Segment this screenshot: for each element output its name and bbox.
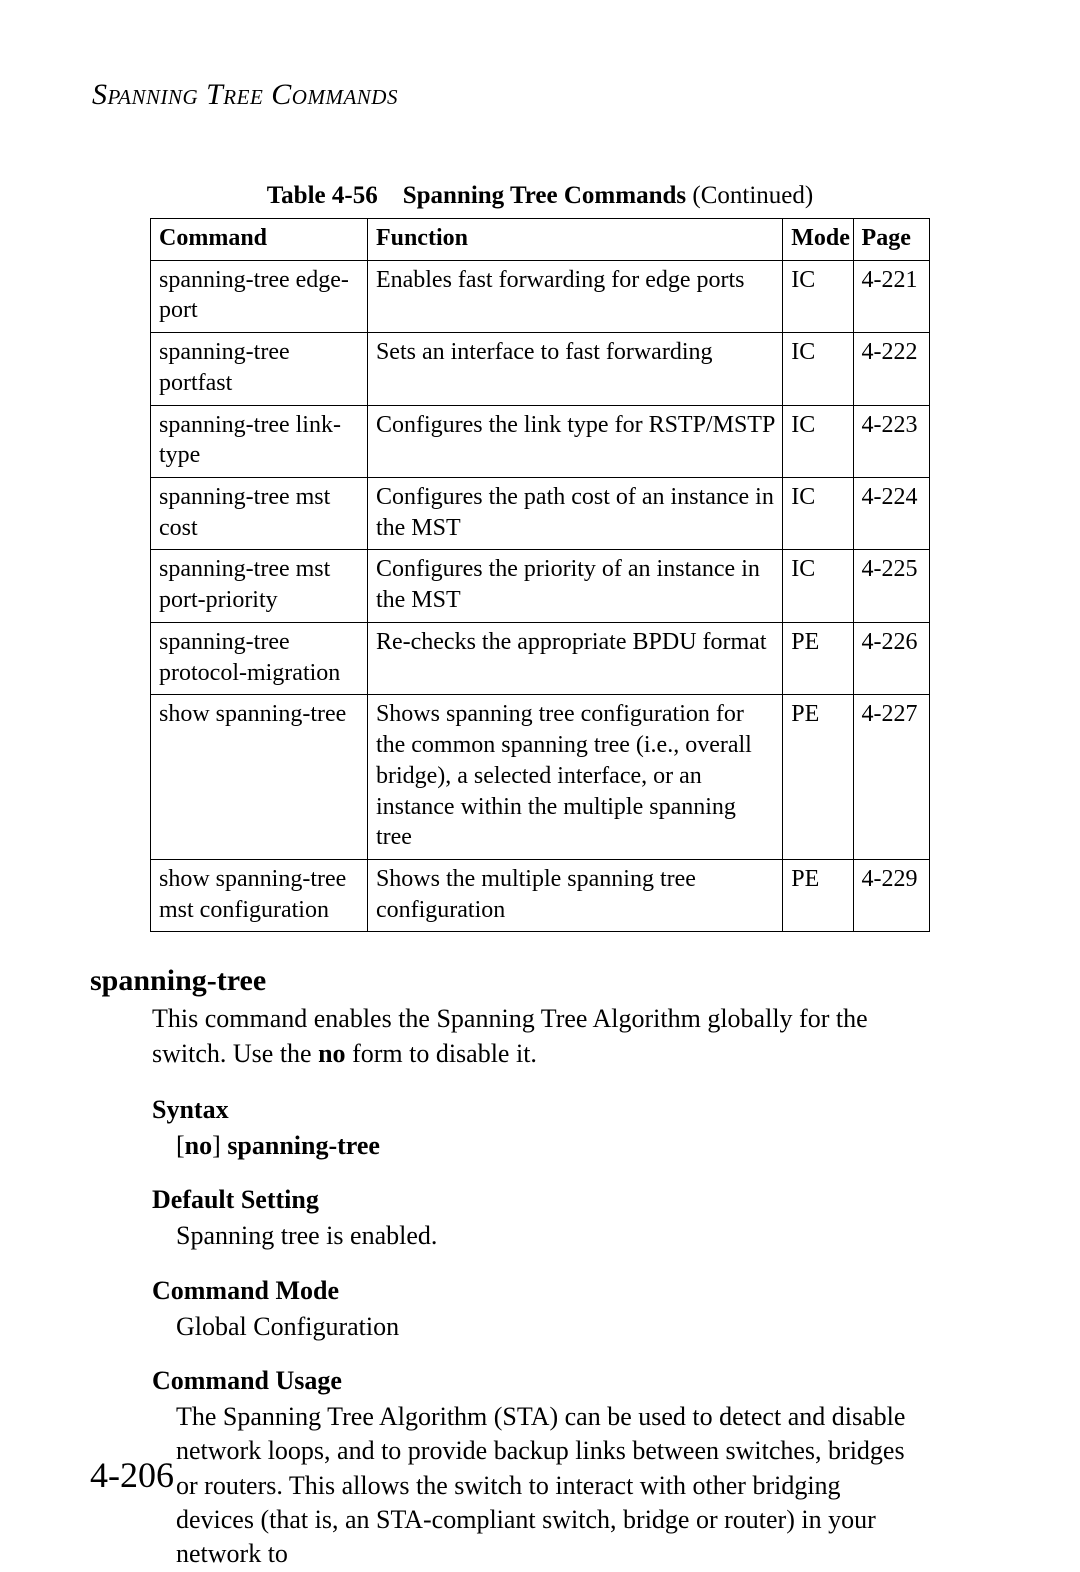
table-row: spanning-tree mst cost Configures the pa… (151, 478, 930, 550)
table-row: spanning-tree edge-port Enables fast for… (151, 260, 930, 332)
syntax-bold-no: no (185, 1131, 212, 1160)
intro-post: form to disable it. (346, 1039, 537, 1068)
page-number: 4-206 (90, 1454, 174, 1496)
th-function: Function (367, 219, 782, 261)
usage-body: The Spanning Tree Algorithm (STA) can be… (176, 1400, 910, 1572)
intro-bold: no (318, 1039, 345, 1068)
default-head: Default Setting (152, 1185, 990, 1215)
cell-function: Enables fast forwarding for edge ports (367, 260, 782, 332)
cell-mode: PE (783, 859, 853, 931)
cell-function: Configures the link type for RSTP/MSTP (367, 405, 782, 477)
cell-page: 4-227 (853, 695, 929, 860)
running-head: Spanning Tree Commands (92, 78, 990, 112)
table-caption-suffix: (Continued) (692, 182, 813, 209)
table-row: spanning-tree protocol-migration Re-chec… (151, 622, 930, 694)
page: Spanning Tree Commands Table 4-56 Spanni… (0, 0, 1080, 1570)
cell-mode: IC (783, 260, 853, 332)
cell-page: 4-225 (853, 550, 929, 622)
cell-function: Re-checks the appropriate BPDU format (367, 622, 782, 694)
cell-function: Shows the multiple spanning tree configu… (367, 859, 782, 931)
syntax-head: Syntax (152, 1095, 990, 1125)
cell-page: 4-229 (853, 859, 929, 931)
syntax-pre: [ (176, 1131, 185, 1160)
default-body: Spanning tree is enabled. (176, 1219, 910, 1253)
cell-mode: PE (783, 695, 853, 860)
cell-command: spanning-tree portfast (151, 333, 368, 405)
cell-page: 4-221 (853, 260, 929, 332)
table-caption-title: Spanning Tree Commands (403, 182, 686, 209)
table-row: spanning-tree mst port-priority Configur… (151, 550, 930, 622)
cell-mode: IC (783, 333, 853, 405)
cell-mode: IC (783, 478, 853, 550)
section-intro: This command enables the Spanning Tree A… (152, 1002, 910, 1071)
mode-head: Command Mode (152, 1276, 990, 1306)
cell-command: show spanning-tree mst configuration (151, 859, 368, 931)
cell-mode: IC (783, 550, 853, 622)
table-header-row: Command Function Mode Page (151, 219, 930, 261)
cell-page: 4-223 (853, 405, 929, 477)
cell-page: 4-224 (853, 478, 929, 550)
cell-command: spanning-tree mst cost (151, 478, 368, 550)
table-caption-prefix: Table 4-56 (267, 182, 378, 209)
cell-page: 4-222 (853, 333, 929, 405)
section-title: spanning-tree (90, 964, 990, 998)
cell-mode: PE (783, 622, 853, 694)
table-row: spanning-tree portfast Sets an interface… (151, 333, 930, 405)
table-row: show spanning-tree Shows spanning tree c… (151, 695, 930, 860)
syntax-bold-cmd: spanning-tree (227, 1131, 380, 1160)
cell-command: spanning-tree protocol-migration (151, 622, 368, 694)
cell-function: Shows spanning tree configuration for th… (367, 695, 782, 860)
cell-command: spanning-tree edge-port (151, 260, 368, 332)
table-row: spanning-tree link-type Configures the l… (151, 405, 930, 477)
th-mode: Mode (783, 219, 853, 261)
cell-command: spanning-tree link-type (151, 405, 368, 477)
cell-function: Sets an interface to fast forwarding (367, 333, 782, 405)
cell-command: show spanning-tree (151, 695, 368, 860)
table-row: show spanning-tree mst configuration Sho… (151, 859, 930, 931)
table-caption: Table 4-56 Spanning Tree Commands (Conti… (90, 182, 990, 210)
cell-mode: IC (783, 405, 853, 477)
th-command: Command (151, 219, 368, 261)
cell-page: 4-226 (853, 622, 929, 694)
usage-head: Command Usage (152, 1366, 990, 1396)
cell-command: spanning-tree mst port-priority (151, 550, 368, 622)
syntax-mid: ] (212, 1131, 227, 1160)
mode-body: Global Configuration (176, 1310, 910, 1344)
cell-function: Configures the priority of an instance i… (367, 550, 782, 622)
syntax-body: [no] spanning-tree (176, 1129, 910, 1163)
th-page: Page (853, 219, 929, 261)
commands-table: Command Function Mode Page spanning-tree… (150, 218, 930, 932)
cell-function: Configures the path cost of an instance … (367, 478, 782, 550)
